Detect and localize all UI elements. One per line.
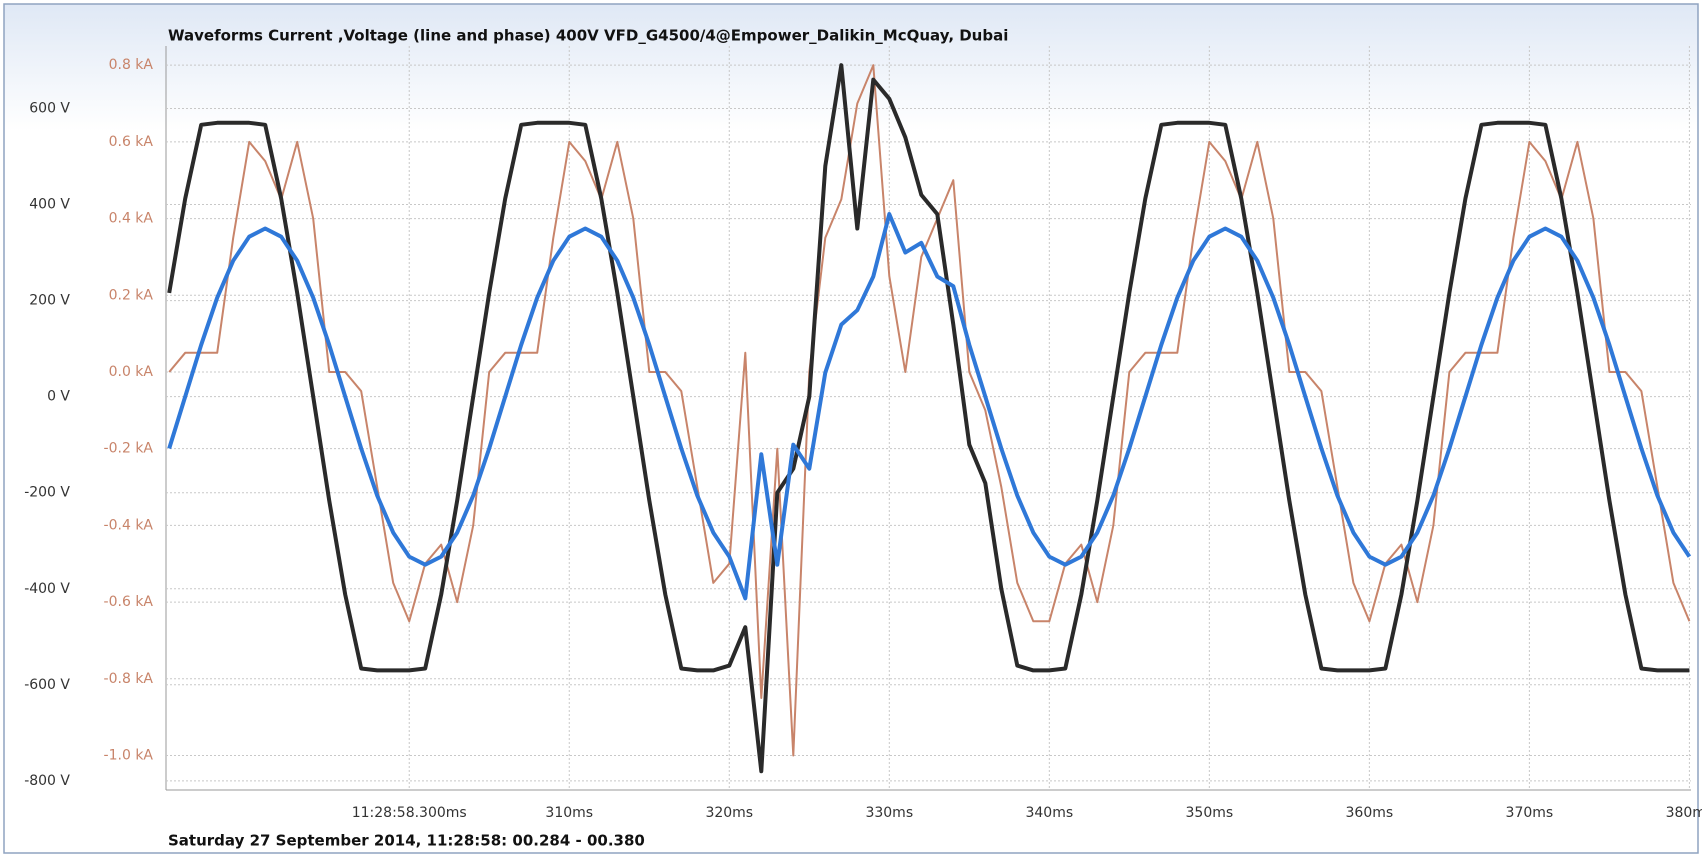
y2-tick-label: 0.8 kA: [109, 57, 154, 73]
x-tick-label: 370ms: [1506, 805, 1554, 821]
x-tick-label: 330ms: [865, 805, 913, 821]
y-tick-label: 0 V: [47, 389, 70, 405]
y2-tick-label: -0.2 kA: [104, 441, 154, 457]
x-tick-label: 380ms: [1666, 805, 1702, 821]
x-tick-label: 310ms: [545, 805, 593, 821]
y2-tick-label: -1.0 kA: [104, 747, 154, 763]
y2-tick-label: -0.4 kA: [104, 517, 154, 533]
y-tick-label: 600 V: [29, 100, 70, 116]
y-tick-label: 400 V: [29, 197, 70, 213]
series-line: [167, 212, 1692, 601]
y2-tick-label: 0.2 kA: [109, 287, 154, 303]
footer: Saturday 27 September 2014, 11:28:58: 00…: [168, 832, 645, 850]
y-tick-label: 200 V: [29, 293, 70, 309]
x-tick-label: 360ms: [1346, 805, 1394, 821]
x-tick-label: 320ms: [705, 805, 753, 821]
y-tick-label: -200 V: [24, 485, 70, 501]
y2-tick-label: 0.4 kA: [109, 211, 154, 227]
x-tick-label: 340ms: [1025, 805, 1073, 821]
y2-tick-label: 0.6 kA: [109, 134, 154, 150]
y-tick-label: -800 V: [24, 773, 70, 789]
y2-tick-label: 0.0 kA: [109, 364, 154, 380]
series-line: [168, 64, 1691, 757]
x-tick-label: 350ms: [1186, 805, 1234, 821]
y-tick-label: -400 V: [24, 581, 70, 597]
y2-tick-label: -0.8 kA: [104, 671, 154, 687]
y2-tick-label: -0.6 kA: [104, 594, 154, 610]
y-tick-label: -600 V: [24, 677, 70, 693]
x-tick-label: 11:28:58.300ms: [352, 805, 467, 821]
chart-title: Waveforms Current ,Voltage (line and pha…: [168, 27, 1008, 45]
series-line: [167, 63, 1690, 774]
